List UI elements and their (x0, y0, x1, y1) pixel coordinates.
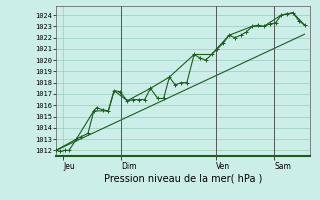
X-axis label: Pression niveau de la mer( hPa ): Pression niveau de la mer( hPa ) (104, 173, 262, 183)
